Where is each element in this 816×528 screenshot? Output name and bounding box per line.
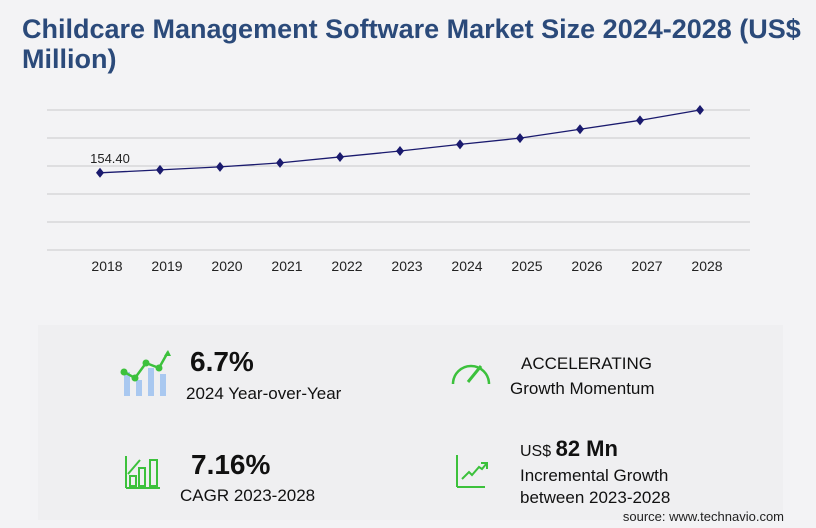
x-tick-label: 2027 (631, 258, 662, 274)
cagr-value: 7.16% (191, 449, 271, 480)
data-point (396, 146, 404, 156)
x-tick-label: 2019 (151, 258, 182, 274)
yoy-value: 6.7% (190, 346, 254, 377)
data-point (516, 133, 524, 144)
data-label: 154.40 (90, 151, 130, 166)
currency-prefix: US$ (520, 443, 552, 460)
momentum-value: ACCELERATING (521, 354, 652, 373)
x-tick-label: 2023 (391, 258, 422, 274)
stats-panel (38, 325, 783, 520)
data-point (456, 139, 464, 150)
series-line (99, 109, 701, 174)
incremental-label-1: Incremental Growth (520, 466, 669, 485)
speedometer-icon (451, 364, 491, 385)
momentum-label: Growth Momentum (510, 379, 655, 398)
x-tick-label: 2020 (211, 258, 242, 274)
x-tick-label: 2021 (271, 258, 302, 274)
data-point (156, 164, 164, 175)
data-point (276, 157, 284, 168)
growth-chart-icon (120, 350, 171, 396)
data-point (576, 124, 584, 135)
data-point (96, 167, 104, 178)
x-tick-label: 2022 (331, 258, 362, 274)
incremental-amount: 82 Mn (555, 436, 618, 461)
trend-up-icon (456, 455, 488, 488)
x-tick-label: 2024 (451, 258, 482, 274)
data-point (336, 151, 344, 162)
data-point (216, 161, 224, 172)
x-tick-label: 2025 (511, 258, 542, 274)
source-text: source: www.technavio.com (622, 509, 784, 524)
x-tick-label: 2018 (91, 258, 122, 274)
incremental-label-2: between 2023-2028 (520, 488, 671, 507)
bar-chart-icon (125, 456, 160, 489)
x-tick-label: 2028 (691, 258, 722, 274)
data-point (636, 115, 644, 126)
chart-title: Childcare Management Software Market Siz… (22, 14, 801, 74)
data-point (696, 105, 704, 115)
yoy-label: 2024 Year-over-Year (186, 384, 342, 403)
incremental-value: US$ 82 Mn (520, 436, 618, 462)
x-tick-label: 2026 (571, 258, 602, 274)
line-chart: 2018 154.40 2019 2020 2021 2022 2023 2024 2025 20… (47, 105, 750, 274)
cagr-label: CAGR 2023-2028 (180, 486, 316, 505)
